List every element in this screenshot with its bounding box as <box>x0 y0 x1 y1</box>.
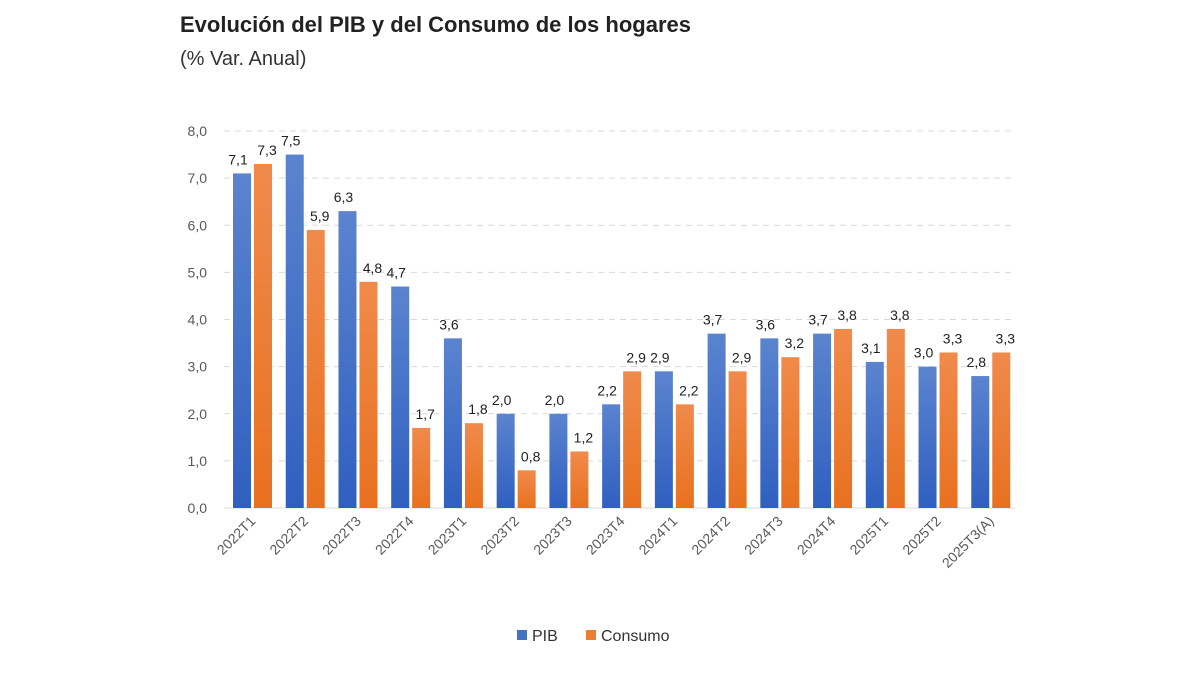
legend-swatch-consumo <box>586 630 596 640</box>
data-label: 3,6 <box>756 316 776 332</box>
bar-consumo <box>728 371 747 508</box>
data-label: 6,3 <box>334 189 354 205</box>
data-label: 3,3 <box>943 330 963 346</box>
bar-pib <box>813 333 832 508</box>
bar-consumo <box>623 371 642 508</box>
y-tick-label: 4,0 <box>188 312 208 328</box>
data-label: 4,7 <box>386 265 406 281</box>
x-tick-label: 2024T2 <box>688 513 733 558</box>
data-label: 2,2 <box>597 382 617 398</box>
x-tick-label: 2023T2 <box>477 513 522 558</box>
bar-consumo <box>570 451 589 508</box>
bar-pib <box>602 404 621 508</box>
bar-consumo <box>675 404 694 508</box>
y-tick-label: 8,0 <box>188 123 208 139</box>
y-tick-label: 7,0 <box>188 170 208 186</box>
bar-pib <box>443 338 462 508</box>
bar-pib <box>285 154 304 508</box>
data-label: 3,3 <box>996 330 1016 346</box>
y-tick-label: 0,0 <box>188 500 208 516</box>
bar-consumo <box>781 357 800 508</box>
bar-consumo <box>254 163 272 509</box>
bar-pib <box>338 211 357 509</box>
data-label: 3,7 <box>808 312 828 328</box>
x-tick-label: 2022T1 <box>214 513 259 558</box>
data-label: 3,2 <box>785 335 805 351</box>
data-label: 7,1 <box>228 151 248 167</box>
x-tick-label: 2024T1 <box>635 513 680 558</box>
x-tick-label: 2022T3 <box>319 513 364 558</box>
data-label: 1,2 <box>574 429 594 445</box>
data-label: 3,6 <box>439 316 459 332</box>
y-tick-label: 3,0 <box>188 359 208 375</box>
bar-consumo <box>886 328 905 508</box>
x-tick-label: 2025T2 <box>899 513 944 558</box>
x-tick-label: 2022T4 <box>372 513 417 558</box>
x-tick-label: 2022T2 <box>266 513 311 558</box>
bar-pib <box>233 173 251 508</box>
bar-consumo <box>992 352 1011 508</box>
bar-consumo <box>306 229 325 508</box>
bar-pib <box>865 361 884 508</box>
legend-swatch-pib <box>517 630 527 640</box>
bar-consumo <box>939 352 958 508</box>
x-tick-label: 2024T3 <box>741 513 786 558</box>
chart-subtitle: (% Var. Anual) <box>180 48 307 70</box>
data-label: 2,2 <box>679 382 699 398</box>
y-tick-label: 1,0 <box>188 453 208 469</box>
data-label: 3,8 <box>890 307 910 323</box>
legend-label: PIB <box>532 628 558 645</box>
y-tick-label: 2,0 <box>188 406 208 422</box>
data-label: 2,8 <box>967 354 987 370</box>
bar-consumo <box>464 423 483 508</box>
x-tick-label: 2024T4 <box>794 513 839 558</box>
data-label: 7,3 <box>257 142 277 158</box>
data-label: 7,5 <box>281 133 301 149</box>
x-tick-label: 2023T1 <box>425 513 470 558</box>
data-label: 0,8 <box>521 448 541 464</box>
data-label: 2,9 <box>732 349 752 365</box>
data-label: 3,7 <box>703 312 723 328</box>
x-tick-label: 2023T4 <box>583 513 628 558</box>
bar-pib <box>971 376 990 508</box>
bar-pib <box>707 333 726 508</box>
data-label: 5,9 <box>310 208 330 224</box>
x-tick-label: 2025T3(A) <box>939 513 997 571</box>
bar-consumo <box>834 328 853 508</box>
data-label: 2,0 <box>545 392 565 408</box>
data-label: 2,9 <box>626 349 646 365</box>
bar-consumo <box>517 470 536 508</box>
data-label: 4,8 <box>363 260 383 276</box>
data-label: 2,0 <box>492 392 512 408</box>
bar-pib <box>654 371 673 508</box>
data-label: 3,1 <box>861 340 881 356</box>
x-tick-label: 2025T1 <box>846 513 891 558</box>
bar-pib <box>496 413 515 508</box>
data-label: 1,8 <box>468 401 488 417</box>
bar-consumo <box>412 427 431 508</box>
data-label: 2,9 <box>650 349 670 365</box>
x-tick-label: 2023T3 <box>530 513 575 558</box>
bar-pib <box>391 286 410 508</box>
y-tick-label: 6,0 <box>188 217 208 233</box>
bar-consumo <box>359 281 378 508</box>
data-label: 3,8 <box>837 307 857 323</box>
legend-label: Consumo <box>601 628 670 645</box>
bar-pib <box>760 338 779 508</box>
bar-pib <box>918 366 937 508</box>
y-tick-label: 5,0 <box>188 264 208 280</box>
data-label: 3,0 <box>914 345 934 361</box>
bar-pib <box>549 413 568 508</box>
data-label: 1,7 <box>415 406 435 422</box>
chart-title: Evolución del PIB y del Consumo de los h… <box>180 12 691 37</box>
